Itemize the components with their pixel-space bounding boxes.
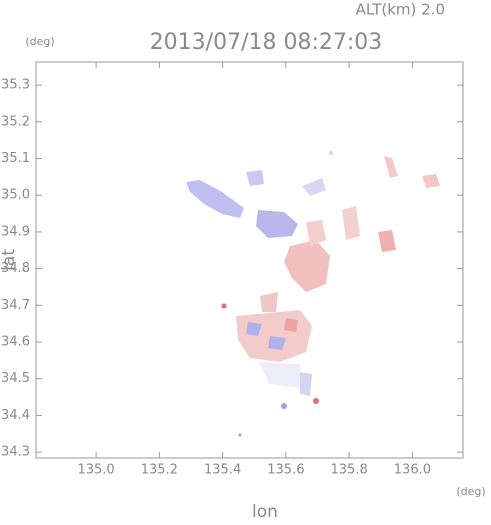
echo-red bbox=[342, 206, 360, 240]
echo-mixed bbox=[236, 310, 312, 362]
x-tick-label: 135.4 bbox=[204, 463, 241, 478]
radar-echoes bbox=[186, 151, 440, 437]
y-tick-label: 34.6 bbox=[1, 335, 30, 350]
echo-red bbox=[313, 398, 319, 404]
y-tick-label: 34.4 bbox=[1, 408, 30, 423]
echo-blue bbox=[281, 403, 287, 409]
echo-blue bbox=[329, 151, 333, 155]
echo-red bbox=[284, 318, 298, 332]
echo-red bbox=[221, 303, 227, 309]
echo-blue bbox=[300, 372, 312, 396]
echo-red bbox=[384, 156, 398, 178]
y-unit: (deg) bbox=[25, 35, 54, 48]
x-tick-label: 135.2 bbox=[141, 463, 178, 478]
chart-title: 2013/07/18 08:27:03 bbox=[150, 30, 383, 55]
echo-red bbox=[284, 240, 330, 292]
echo-faint bbox=[258, 362, 300, 388]
echo-blue bbox=[268, 336, 286, 350]
x-unit: (deg) bbox=[456, 485, 485, 498]
echo-red bbox=[378, 230, 396, 252]
echo-red bbox=[306, 220, 326, 246]
y-tick-label: 35.3 bbox=[1, 78, 30, 93]
x-tick-label: 135.8 bbox=[331, 463, 368, 478]
echo-red bbox=[238, 433, 242, 437]
echo-blue bbox=[246, 170, 264, 186]
y-tick-label: 34.9 bbox=[1, 224, 30, 239]
y-tick-label: 34.8 bbox=[1, 261, 30, 276]
x-axis-label: lon bbox=[252, 502, 278, 521]
echo-blue bbox=[186, 180, 244, 218]
altitude-label: ALT(km) 2.0 bbox=[356, 1, 445, 19]
echo-blue bbox=[246, 322, 262, 336]
y-tick-label: 35.0 bbox=[1, 188, 30, 203]
echo-red bbox=[260, 292, 278, 312]
x-tick-label: 136.0 bbox=[394, 463, 431, 478]
y-tick-label: 35.2 bbox=[1, 114, 30, 129]
y-tick-label: 34.3 bbox=[1, 445, 30, 460]
y-tick-label: 35.1 bbox=[1, 151, 30, 166]
echo-blue bbox=[302, 178, 326, 196]
x-tick-label: 135.0 bbox=[77, 463, 114, 478]
plot-frame bbox=[35, 61, 464, 459]
x-tick-label: 135.6 bbox=[267, 463, 304, 478]
y-tick-label: 34.5 bbox=[1, 371, 30, 386]
y-tick-label: 34.7 bbox=[1, 298, 30, 313]
echo-red bbox=[422, 174, 440, 188]
y-axis-label: lat bbox=[0, 249, 19, 271]
echo-blue bbox=[256, 210, 298, 238]
